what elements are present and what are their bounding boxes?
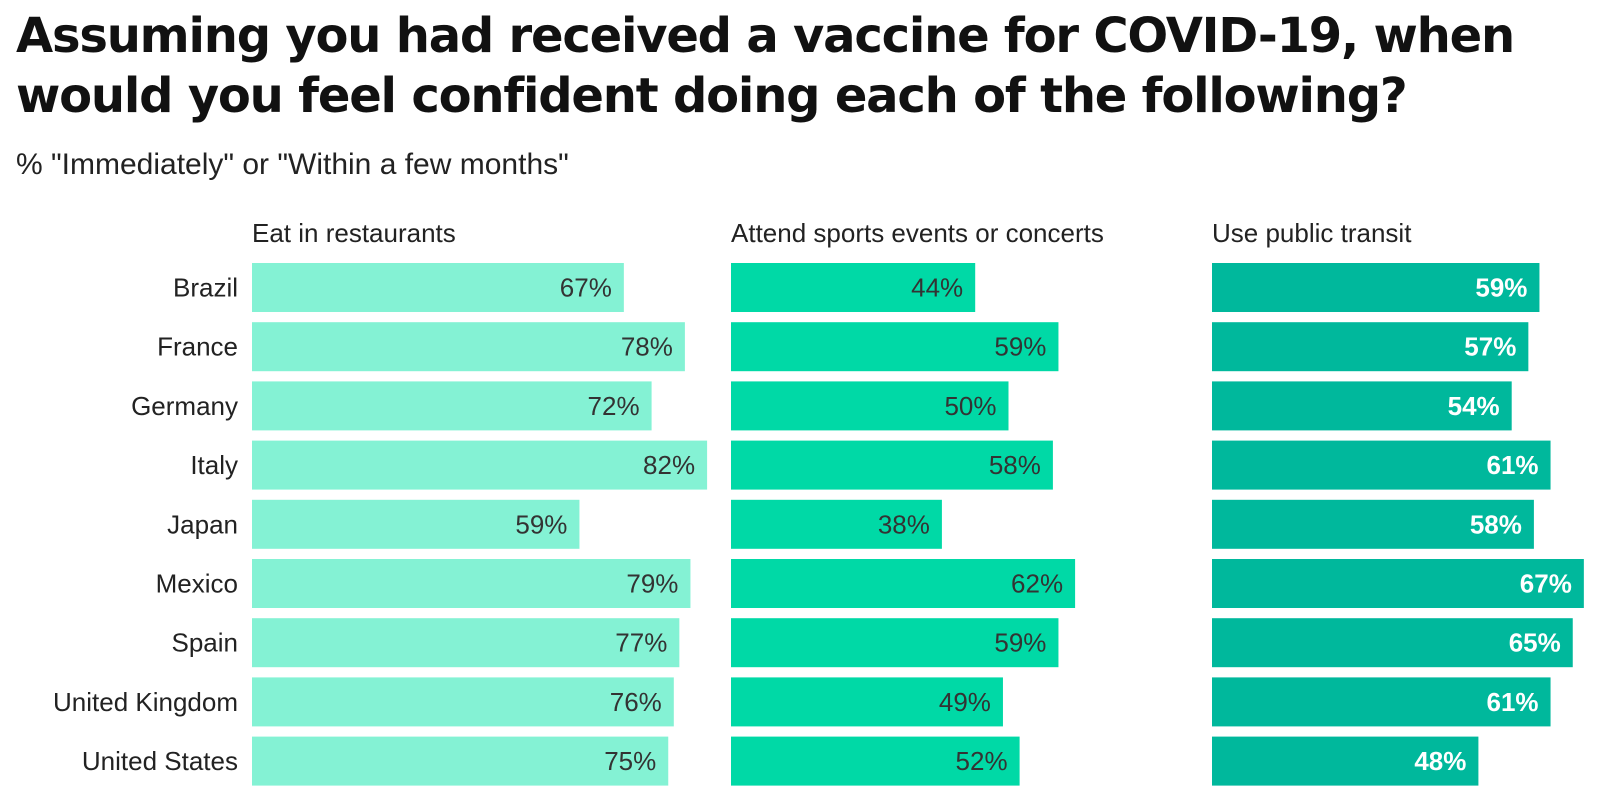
bar [252, 381, 652, 431]
bar [731, 263, 976, 312]
bar [252, 322, 685, 372]
data-label: 49% [939, 687, 991, 717]
bar [252, 736, 669, 786]
bar [731, 499, 942, 549]
data-label: 59% [994, 628, 1046, 658]
data-label: 52% [956, 746, 1008, 776]
bar [252, 263, 624, 312]
category-label: Mexico [156, 569, 238, 599]
category-label: Japan [167, 509, 238, 539]
data-label: 67% [560, 273, 612, 303]
bar [252, 440, 708, 490]
data-label: 78% [621, 332, 673, 362]
bar [1212, 263, 1540, 312]
category-label: France [157, 332, 238, 362]
bar [1212, 440, 1551, 490]
data-label: 59% [994, 332, 1046, 362]
data-label: 72% [588, 391, 640, 421]
data-label: 38% [878, 509, 930, 539]
bar [1212, 559, 1584, 608]
category-label: United States [82, 746, 238, 776]
panel-header: Attend sports events or concerts [731, 218, 1104, 248]
bar [1212, 677, 1551, 727]
bar [252, 677, 674, 727]
bar [252, 499, 580, 549]
data-label: 57% [1464, 332, 1516, 362]
bar [1212, 618, 1573, 668]
panel-header: Use public transit [1212, 218, 1412, 248]
chart-title: Assuming you had received a vaccine for … [16, 8, 1515, 124]
category-label: Spain [172, 628, 239, 658]
category-label: Italy [190, 450, 238, 480]
data-label: 67% [1520, 569, 1572, 599]
bar [1212, 499, 1534, 549]
data-label: 58% [989, 450, 1041, 480]
bar [252, 618, 680, 668]
data-label: 54% [1448, 391, 1500, 421]
data-label: 82% [643, 450, 695, 480]
data-label: 48% [1414, 746, 1466, 776]
data-label: 61% [1487, 687, 1539, 717]
data-label: 62% [1011, 569, 1063, 599]
bar [1212, 736, 1479, 786]
data-label: 75% [604, 746, 656, 776]
bar [252, 559, 691, 608]
bar [1212, 322, 1529, 372]
data-label: 59% [515, 509, 567, 539]
category-label: Germany [131, 391, 238, 421]
data-label: 44% [911, 273, 963, 303]
bar [1212, 381, 1512, 431]
bar [731, 559, 1076, 608]
data-label: 61% [1487, 450, 1539, 480]
bar [731, 440, 1053, 490]
bar [731, 736, 1020, 786]
bar [731, 322, 1059, 372]
bar [731, 381, 1009, 431]
data-label: 65% [1509, 628, 1561, 658]
data-label: 58% [1470, 509, 1522, 539]
category-label: United Kingdom [53, 687, 238, 717]
data-label: 76% [610, 687, 662, 717]
data-label: 59% [1475, 273, 1527, 303]
bar [731, 677, 1003, 727]
data-label: 79% [626, 569, 678, 599]
data-label: 50% [944, 391, 996, 421]
data-label: 77% [615, 628, 667, 658]
bar [731, 618, 1059, 668]
chart-subtitle: % "Immediately" or "Within a few months" [16, 148, 569, 181]
category-label: Brazil [173, 273, 238, 303]
panel-header: Eat in restaurants [252, 218, 456, 248]
